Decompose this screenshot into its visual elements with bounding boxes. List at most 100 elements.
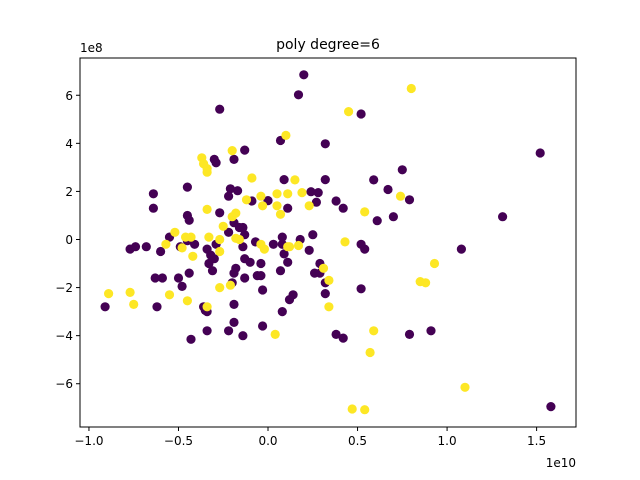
scatter-point-class1 bbox=[324, 302, 334, 312]
scatter-point-class1 bbox=[293, 240, 304, 251]
scatter-point-class1 bbox=[256, 191, 266, 201]
x-tick-label: 0.0 bbox=[258, 434, 277, 448]
scatter-point-class0 bbox=[356, 239, 366, 249]
scatter-point-class0 bbox=[130, 242, 141, 252]
scatter-point-class1 bbox=[164, 290, 175, 300]
scatter-point-class0 bbox=[268, 239, 278, 249]
scatter-point-class0 bbox=[173, 273, 184, 283]
scatter-point-class0 bbox=[338, 333, 348, 343]
scatter-point-class1 bbox=[247, 173, 257, 183]
scatter-point-class0 bbox=[320, 139, 330, 149]
y-tick-label: 4 bbox=[65, 137, 73, 151]
scatter-point-class1 bbox=[360, 207, 370, 217]
scatter-point-class0 bbox=[150, 273, 160, 283]
scatter-point-class0 bbox=[156, 246, 166, 257]
x-tick-label: −1.0 bbox=[74, 434, 103, 448]
scatter-point-class1 bbox=[227, 146, 237, 156]
scatter-point-class0 bbox=[229, 317, 239, 327]
scatter-point-class1 bbox=[344, 107, 354, 117]
scatter-point-class0 bbox=[182, 182, 192, 192]
scatter-point-class1 bbox=[241, 195, 252, 205]
scatter-point-class1 bbox=[188, 251, 198, 261]
scatter-point-class1 bbox=[215, 246, 225, 257]
scatter-point-class1 bbox=[318, 263, 329, 273]
x-tick-label: 0.5 bbox=[348, 434, 367, 448]
scatter-point-class0 bbox=[310, 268, 320, 278]
scatter-point-class0 bbox=[404, 329, 415, 339]
scatter-point-class0 bbox=[313, 188, 323, 198]
scatter-point-class1 bbox=[429, 258, 440, 269]
x-axis-ticks: −1.0 −0.5 0.0 0.5 1.0 1.5 bbox=[74, 427, 546, 448]
scatter-point-class1 bbox=[290, 175, 300, 185]
scatter-point-class0 bbox=[306, 187, 316, 197]
scatter-point-class0 bbox=[535, 148, 545, 158]
scatter-point-class0 bbox=[215, 208, 225, 218]
scatter-point-class0 bbox=[546, 402, 556, 412]
scatter-point-class1 bbox=[460, 382, 470, 392]
scatter-point-class1 bbox=[360, 405, 370, 415]
scatter-point-class0 bbox=[229, 154, 239, 164]
scatter-point-class0 bbox=[240, 145, 250, 155]
scatter-point-class1 bbox=[182, 296, 192, 306]
scatter-point-class1 bbox=[272, 189, 282, 199]
y-tick-label: −2 bbox=[55, 281, 73, 295]
scatter-point-class0 bbox=[184, 215, 194, 225]
scatter-point-class1 bbox=[347, 404, 357, 414]
x-tick-label: 1.0 bbox=[438, 434, 457, 448]
scatter-point-class0 bbox=[100, 302, 110, 312]
y-tick-label: 0 bbox=[65, 233, 73, 247]
scatter-point-class0 bbox=[356, 109, 366, 119]
scatter-point-class1 bbox=[215, 234, 225, 245]
scatter-point-class0 bbox=[207, 266, 218, 276]
scatter-point-class0 bbox=[293, 90, 304, 100]
scatter-point-class0 bbox=[331, 196, 341, 206]
scatter-point-class1 bbox=[215, 283, 225, 293]
scatter-point-class0 bbox=[148, 189, 158, 199]
scatter-point-class1 bbox=[421, 278, 431, 288]
scatter-point-class0 bbox=[184, 268, 194, 278]
scatter-point-class0 bbox=[320, 289, 330, 299]
scatter-point-class1 bbox=[104, 289, 114, 299]
scatter-point-class0 bbox=[204, 258, 214, 269]
scatter-point-class1 bbox=[234, 234, 244, 245]
scatter-point-class0 bbox=[152, 302, 162, 312]
scatter-point-class1 bbox=[258, 201, 268, 211]
scatter-point-class0 bbox=[331, 329, 341, 339]
x-axis-offset-label: 1e10 bbox=[546, 456, 576, 470]
scatter-point-class1 bbox=[202, 167, 212, 177]
scatter-point-class0 bbox=[157, 273, 167, 283]
scatter-point-class1 bbox=[225, 280, 235, 290]
scatter-point-class0 bbox=[225, 184, 235, 194]
scatter-point-class0 bbox=[277, 232, 287, 242]
scatter-point-class1 bbox=[369, 326, 379, 336]
scatter-point-class0 bbox=[311, 197, 321, 207]
scatter-point-class0 bbox=[141, 242, 151, 252]
x-tick-label: −0.5 bbox=[164, 434, 193, 448]
data-points bbox=[100, 70, 556, 415]
scatter-point-class0 bbox=[397, 165, 407, 175]
scatter-point-class0 bbox=[229, 268, 239, 278]
scatter-point-class0 bbox=[190, 239, 200, 249]
plot-frame bbox=[79, 57, 577, 428]
scatter-point-class1 bbox=[365, 347, 375, 358]
scatter-point-class0 bbox=[277, 307, 287, 317]
scatter-point-class1 bbox=[284, 242, 295, 252]
y-tick-label: 2 bbox=[65, 185, 73, 199]
scatter-point-class0 bbox=[256, 258, 266, 269]
scatter-point-class0 bbox=[258, 321, 268, 331]
scatter-point-class0 bbox=[279, 175, 289, 185]
scatter-point-class0 bbox=[245, 257, 255, 267]
scatter-point-class1 bbox=[275, 209, 286, 219]
scatter-point-class0 bbox=[238, 331, 248, 341]
scatter-point-class0 bbox=[388, 212, 398, 222]
scatter-point-class0 bbox=[275, 266, 286, 276]
scatter-point-class1 bbox=[340, 237, 350, 247]
scatter-point-class0 bbox=[256, 271, 266, 281]
scatter-point-class0 bbox=[369, 175, 379, 185]
y-axis-offset-label: 1e8 bbox=[80, 41, 103, 55]
scatter-point-class0 bbox=[299, 70, 309, 80]
scatter-point-class1 bbox=[259, 244, 269, 254]
scatter-point-class0 bbox=[498, 212, 508, 222]
scatter-point-class0 bbox=[372, 216, 382, 226]
y-tick-label: −6 bbox=[55, 377, 73, 391]
